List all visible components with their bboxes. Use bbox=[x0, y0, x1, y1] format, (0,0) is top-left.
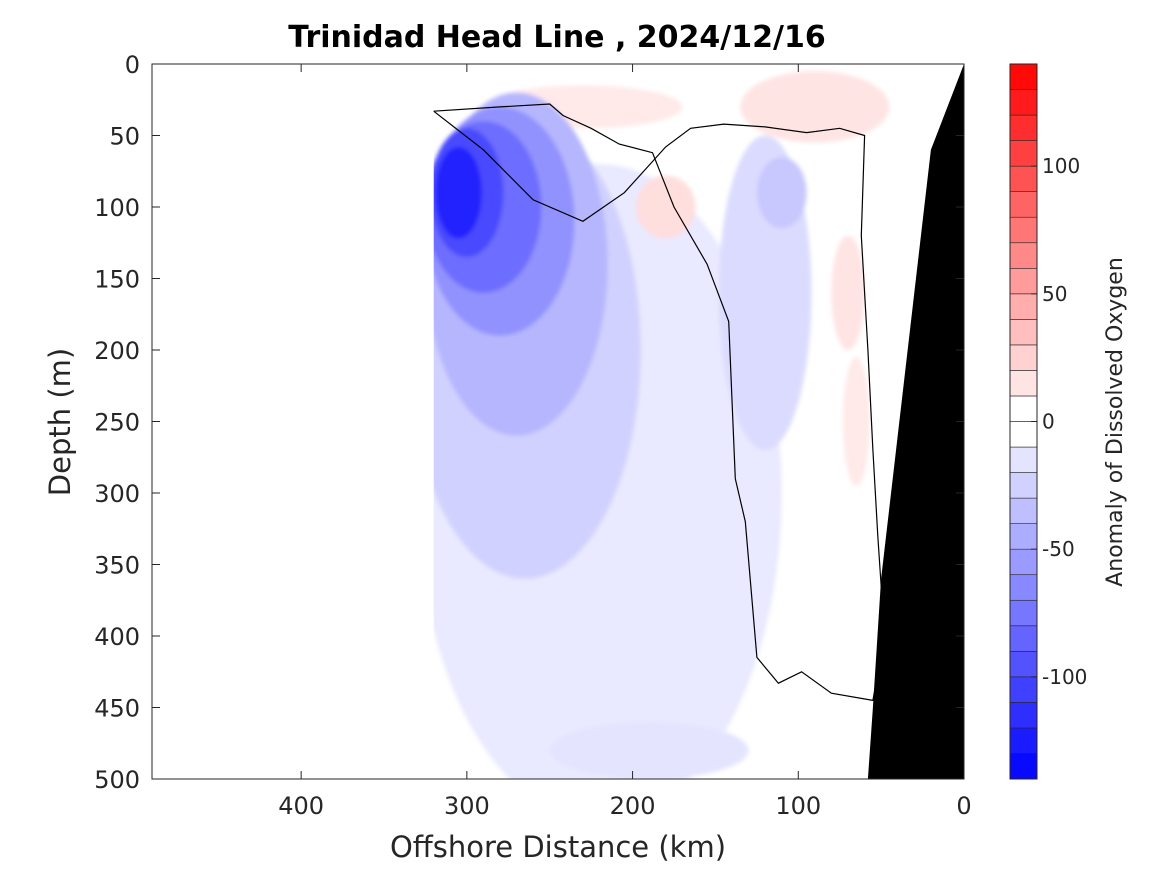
colorbar-level bbox=[1009, 599, 1038, 627]
y-tick-label: 0 bbox=[125, 51, 140, 79]
colorbar-tick-label: -100 bbox=[1042, 665, 1087, 689]
colorbar-level bbox=[1009, 574, 1038, 601]
bathymetry-shelf bbox=[867, 64, 964, 779]
x-tick-label: 400 bbox=[278, 792, 324, 820]
y-tick-label: 350 bbox=[94, 552, 140, 580]
x-tick-label: 200 bbox=[610, 792, 656, 820]
anomaly-blob bbox=[831, 235, 865, 350]
colorbar-level bbox=[1009, 753, 1038, 780]
y-tick-label: 50 bbox=[109, 123, 140, 151]
colorbar-level bbox=[1009, 727, 1038, 754]
colorbar-tick-label: 0 bbox=[1042, 410, 1055, 434]
x-tick-label: 300 bbox=[444, 792, 490, 820]
no-data-region bbox=[152, 64, 434, 779]
x-axis-label: Offshore Distance (km) bbox=[390, 830, 726, 864]
y-tick-label: 450 bbox=[94, 695, 140, 723]
x-axis-ticks: 400 300 200 100 0 bbox=[278, 64, 972, 820]
y-tick-label: 100 bbox=[94, 194, 140, 222]
colorbar-level bbox=[1009, 89, 1038, 116]
colorbar-level bbox=[1009, 472, 1038, 499]
y-tick-label: 500 bbox=[94, 766, 140, 794]
colorbar: 100 50 0 -50 -100 bbox=[1009, 63, 1087, 780]
x-tick-label: 0 bbox=[956, 792, 971, 820]
colorbar-level bbox=[1009, 625, 1038, 652]
colorbar-level bbox=[1009, 676, 1038, 703]
y-axis-ticks: 0 50 100 150 200 250 300 350 400 450 500 bbox=[94, 51, 964, 794]
chart-title: Trinidad Head Line , 2024/12/16 bbox=[288, 20, 825, 55]
colorbar-level bbox=[1009, 497, 1038, 524]
y-tick-label: 200 bbox=[94, 337, 140, 365]
plot-area bbox=[152, 64, 964, 779]
anomaly-blob bbox=[843, 357, 870, 486]
colorbar-level bbox=[1009, 421, 1038, 448]
colorbar-level bbox=[1009, 319, 1038, 346]
colorbar-tick-label: 50 bbox=[1042, 282, 1067, 306]
colorbar-level bbox=[1009, 293, 1038, 320]
colorbar-level bbox=[1009, 702, 1038, 729]
colorbar-level bbox=[1009, 548, 1038, 576]
anomaly-blob bbox=[549, 721, 749, 779]
colorbar-level bbox=[1009, 370, 1038, 397]
anomaly-blob bbox=[756, 156, 807, 229]
y-tick-label: 150 bbox=[94, 266, 140, 294]
colorbar-level bbox=[1009, 242, 1038, 269]
colorbar-level bbox=[1009, 165, 1038, 192]
colorbar-level bbox=[1009, 523, 1038, 550]
y-axis-label: Depth (m) bbox=[43, 348, 77, 496]
colorbar-level bbox=[1009, 140, 1038, 167]
anomaly-field bbox=[408, 71, 890, 779]
y-tick-label: 400 bbox=[94, 623, 140, 651]
colorbar-label: Anomaly of Dissolved Oxygen bbox=[1103, 257, 1128, 587]
colorbar-level bbox=[1009, 446, 1038, 473]
x-tick-label: 100 bbox=[775, 792, 821, 820]
colorbar-level bbox=[1009, 191, 1038, 218]
colorbar-level bbox=[1009, 651, 1038, 678]
colorbar-tick-label: -50 bbox=[1042, 537, 1075, 561]
y-tick-label: 250 bbox=[94, 409, 140, 437]
anomaly-blob bbox=[740, 71, 890, 143]
colorbar-level bbox=[1009, 344, 1038, 371]
colorbar-level bbox=[1009, 267, 1038, 295]
anomaly-blob bbox=[635, 175, 696, 239]
colorbar-level bbox=[1009, 216, 1038, 244]
colorbar-level bbox=[1009, 395, 1038, 422]
colorbar-tick-label: 100 bbox=[1042, 154, 1080, 178]
colorbar-level bbox=[1009, 63, 1038, 90]
anomaly-blob bbox=[435, 146, 482, 239]
y-tick-label: 300 bbox=[94, 480, 140, 508]
colorbar-level bbox=[1009, 114, 1038, 141]
